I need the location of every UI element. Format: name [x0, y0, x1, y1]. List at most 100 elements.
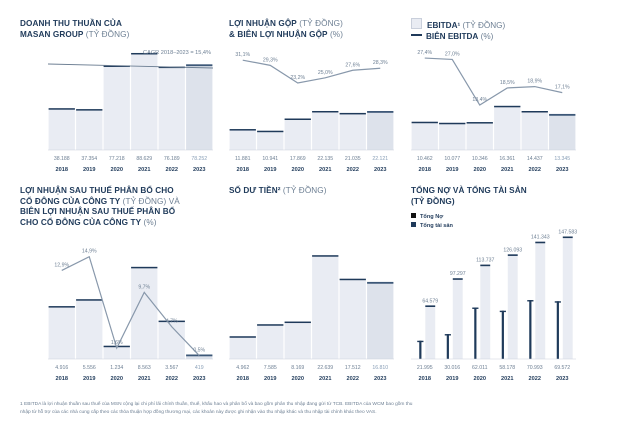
x-tick-label: 2020 — [474, 167, 486, 173]
bar-cap — [229, 129, 256, 131]
chart4-title-line1: LỢI NHUẬN SAU THUẾ PHÂN BỔ CHO — [20, 186, 174, 195]
bar-cap — [131, 52, 158, 55]
debt-bar-cap — [499, 310, 506, 313]
debt-bar-cap — [554, 301, 561, 303]
bar-value-label: 3.567 — [165, 365, 178, 371]
bar-cap — [158, 320, 185, 323]
debt-value-label: 62.011 — [472, 365, 488, 371]
bar-value-label: 17.869 — [290, 156, 306, 162]
bar-value-label: 14.437 — [527, 156, 543, 162]
bar-value-label: 11.881 — [235, 156, 251, 162]
margin-value-label: 18,5% — [500, 80, 515, 86]
bar-cap — [48, 306, 75, 308]
x-tick-label: 2020 — [292, 376, 304, 382]
footnote: 1 EBITDA là lợi nhuận thuần sau thuế của… — [20, 401, 620, 416]
x-tick-label: 2021 — [138, 167, 150, 173]
bar-cap — [367, 281, 394, 284]
chart1-unit: (TỶ ĐỒNG) — [83, 29, 130, 39]
margin-value-label: 4,7% — [166, 319, 178, 325]
x-tick-label: 2023 — [556, 376, 568, 382]
footnote-line2: nhập từ hỗ trợ của các nhà cung cấp theo… — [20, 409, 377, 415]
bar-cap — [131, 266, 158, 269]
bar-value-label: 17.512 — [345, 365, 361, 371]
x-tick-label: 2022 — [166, 167, 178, 173]
bar-cap — [312, 255, 339, 257]
x-tick-label: 2020 — [111, 167, 123, 173]
assets-bar — [507, 254, 518, 359]
chart6-title: TỔNG NỢ VÀ TỔNG TÀI SẢN (TỶ ĐỒNG) — [411, 186, 527, 207]
bar — [549, 113, 576, 150]
margin-value-label: 27,0% — [445, 51, 460, 57]
chart6-legend: Tổng Nợ Tổng tài sản — [411, 213, 453, 231]
chart4-title-line4: CHO CỔ ĐÔNG CỦA CÔNG TY — [20, 217, 142, 227]
bar — [339, 278, 366, 359]
bar — [494, 105, 521, 150]
bar-value-label: 1.234 — [110, 365, 123, 371]
chart1-title-line2: MASAN GROUP — [20, 29, 84, 39]
bar — [186, 64, 213, 150]
assets-bar-cap — [452, 278, 463, 280]
debt-legend-label: Tổng Nợ — [420, 214, 444, 220]
debt-bar-cap — [444, 334, 451, 336]
bar-value-label: 16.361 — [499, 156, 515, 162]
assets-legend-swatch — [411, 222, 416, 227]
bar-value-label: 16.810 — [372, 365, 388, 371]
assets-legend-label: Tổng tài sản — [420, 223, 453, 229]
bar — [411, 121, 438, 150]
bar-cap — [367, 111, 394, 113]
bar-cap — [466, 122, 493, 124]
bar-value-label: 10.346 — [472, 156, 488, 162]
bar — [439, 122, 466, 150]
ebitda-legend-label: EBITDA¹ — [427, 21, 461, 30]
bar-cap — [549, 113, 576, 116]
assets-bar-cap — [507, 254, 518, 256]
margin-value-label: 9,7% — [138, 284, 150, 290]
debt-bar-cap — [527, 300, 534, 302]
margin-value-label: 1,6% — [111, 340, 123, 346]
x-tick-label: 2018 — [419, 167, 431, 173]
bar-cap — [339, 278, 366, 281]
x-tick-label: 2020 — [292, 167, 304, 173]
bar-value-label: 22.121 — [372, 156, 388, 162]
chart3-legend: EBITDA¹ (TỶ ĐỒNG) BIÊN EBITDA (%) — [411, 18, 505, 42]
x-tick-label: 2021 — [319, 167, 331, 173]
margin-value-label: 18,9% — [527, 79, 542, 85]
chart1-title: DOANH THU THUẦN CỦA MASAN GROUP (TỶ ĐỒNG… — [20, 19, 129, 40]
bar — [367, 111, 394, 150]
bar — [339, 112, 366, 150]
assets-value-label: 64.579 — [422, 298, 438, 304]
assets-bar — [452, 278, 463, 359]
bar — [257, 130, 284, 150]
bar-cap — [257, 324, 284, 326]
x-tick-label: 2020 — [111, 376, 123, 382]
chart6-title-line2: (TỶ ĐỒNG) — [411, 196, 455, 206]
bar-value-label: 8.563 — [138, 365, 151, 371]
x-tick-label: 2021 — [138, 376, 150, 382]
bar-value-label: 21.035 — [345, 156, 361, 162]
bar-value-label: 5.556 — [83, 365, 96, 371]
margin-value-label: 13,4% — [472, 97, 487, 103]
bar-value-label: 8.169 — [291, 365, 304, 371]
x-tick-label: 2019 — [264, 376, 276, 382]
bar-value-label: 13.345 — [554, 156, 570, 162]
bar-value-label: 4.962 — [236, 365, 249, 371]
assets-value-label: 141.343 — [531, 235, 550, 241]
cagr-trend-line — [47, 63, 214, 69]
margin-line — [61, 255, 200, 356]
x-tick-label: 2021 — [319, 376, 331, 382]
bar-cap — [257, 130, 284, 133]
debt-value-label: 30.016 — [444, 365, 460, 371]
chart2-title-line2: & BIÊN LỢI NHUẬN GỘP — [229, 29, 328, 39]
debt-bar-cap — [417, 340, 424, 343]
debt-bar — [446, 334, 449, 359]
x-tick-label: 2018 — [56, 167, 68, 173]
bar — [186, 354, 213, 359]
margin-value-label: 23,2% — [290, 75, 305, 81]
x-tick-label: 2019 — [83, 167, 95, 173]
debt-bar — [501, 310, 504, 359]
x-tick-label: 2018 — [419, 376, 431, 382]
assets-bar — [425, 305, 436, 359]
chart5-title: SỐ DƯ TIỀN² (TỶ ĐỒNG) — [229, 186, 327, 197]
